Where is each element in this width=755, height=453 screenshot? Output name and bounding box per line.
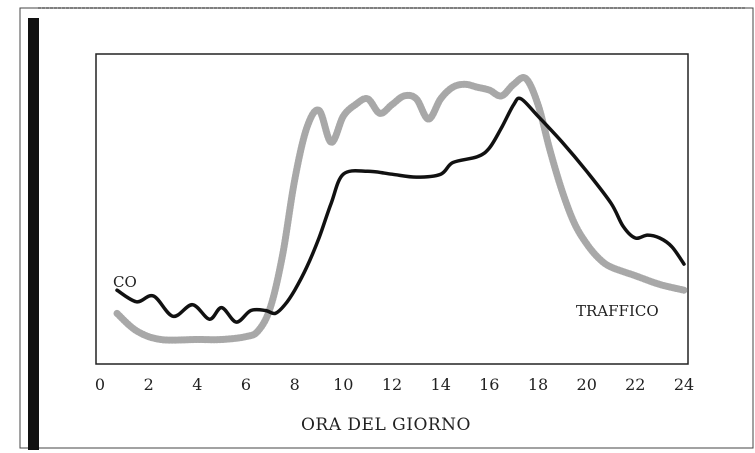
series-label-traffico: TRAFFICO <box>576 302 659 320</box>
x-axis-title: ORA DEL GIORNO <box>301 415 471 435</box>
series-line-traffico <box>113 74 688 344</box>
x-tick-label: 14 <box>431 375 451 394</box>
series-line-co <box>115 96 686 324</box>
x-tick-label: 10 <box>333 375 353 394</box>
plot-area <box>95 53 689 365</box>
x-tick-label: 2 <box>144 375 154 394</box>
series-label-co: CO <box>113 273 137 291</box>
x-tick-label: 24 <box>674 375 694 394</box>
x-tick-label: 0 <box>95 375 105 394</box>
left-margin-bar <box>28 18 39 450</box>
outer-frame <box>19 7 754 449</box>
x-tick-label: 12 <box>382 375 402 394</box>
x-tick-label: 4 <box>192 375 202 394</box>
x-tick-label: 8 <box>290 375 300 394</box>
x-tick-label: 18 <box>528 375 548 394</box>
series-layer <box>113 74 688 344</box>
x-axis-ticks: 0 2 4 6 8 10 12 14 16 18 20 22 24 <box>95 375 694 394</box>
x-tick-label: 20 <box>577 375 597 394</box>
x-tick-label: 16 <box>479 375 499 394</box>
x-tick-label: 6 <box>241 375 251 394</box>
x-tick-label: 22 <box>625 375 645 394</box>
